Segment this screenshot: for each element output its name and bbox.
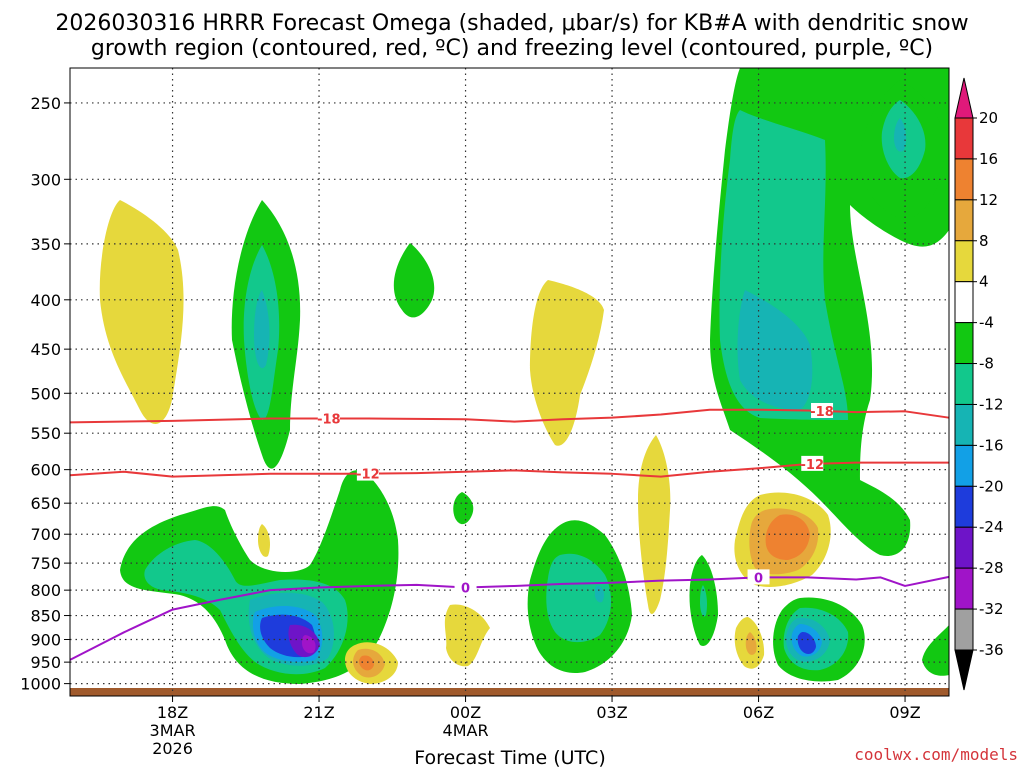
x-tick-label: 21Z xyxy=(303,703,334,722)
y-tick-label: 250 xyxy=(30,94,61,113)
colorbar-bin xyxy=(954,322,974,365)
omega-shading xyxy=(99,68,949,684)
omega-region-positive xyxy=(745,632,757,655)
colorbar-bottom-triangle xyxy=(954,649,974,691)
colorbar-tick-label: -36 xyxy=(979,641,1004,659)
x-axis-label: Forecast Time (UTC) xyxy=(414,747,605,768)
omega-region-positive xyxy=(444,604,490,667)
x-tick-label: 09Z xyxy=(889,703,920,722)
colorbar-tick-label: -20 xyxy=(979,477,1004,495)
omega-region-negative xyxy=(700,585,707,617)
colorbar-tick-label: -32 xyxy=(979,600,1004,618)
y-tick-label: 900 xyxy=(30,630,61,649)
omega-region-positive xyxy=(359,655,374,671)
contour-label: -18 xyxy=(810,405,834,420)
colorbar-tick-label: 16 xyxy=(979,150,998,168)
contour-line xyxy=(69,575,950,661)
colorbar-tick-label: -8 xyxy=(979,355,994,373)
omega-region-positive xyxy=(258,524,270,557)
contour-label: -12 xyxy=(801,458,825,473)
y-tick-label: 400 xyxy=(30,291,61,310)
colorbar-tick-label: 20 xyxy=(979,109,998,127)
y-axis: 250 300 350 400 450 500 550 600 650 700 750 800 850 9… xyxy=(20,94,70,694)
omega-region-negative xyxy=(546,553,612,643)
colorbar-bin xyxy=(954,444,974,487)
contour-label-bg xyxy=(454,579,477,595)
y-tick-label: 650 xyxy=(30,494,61,513)
colorbar-tick-label: -4 xyxy=(979,314,994,332)
contour-label: 0 xyxy=(461,582,470,597)
omega-region-positive xyxy=(765,514,810,560)
chart-title-line2: growth region (contoured, red, ºC) and f… xyxy=(91,36,933,61)
omega-region-negative xyxy=(453,492,474,525)
ground-surface-strip xyxy=(70,688,949,696)
colorbar-bin xyxy=(954,363,974,405)
colorbar-bin xyxy=(954,526,974,569)
colorbar-bin xyxy=(954,485,974,528)
omega-region-positive xyxy=(530,280,604,446)
x-tick-year: 2026 xyxy=(152,739,193,758)
colorbar-bin xyxy=(954,199,974,242)
colorbar-tick-label: -28 xyxy=(979,559,1004,577)
contour-label-bg xyxy=(747,569,770,585)
y-tick-label: 600 xyxy=(30,461,61,480)
colorbar: 20 16 12 8 4 -4 -8 -12 -16 -20 -24 -28 -32 -36 xyxy=(954,77,1004,691)
chart-title-line1: 2026030316 HRRR Forecast Omega (shaded, … xyxy=(55,11,968,36)
contour-label-bg xyxy=(356,465,379,481)
site-credit: coolwx.com/models xyxy=(854,745,1018,764)
y-tick-label: 550 xyxy=(30,424,61,443)
y-tick-label: 500 xyxy=(30,384,61,403)
gridlines xyxy=(70,68,949,696)
contour-label: -18 xyxy=(317,412,341,427)
contour-line xyxy=(69,408,950,424)
colorbar-bin xyxy=(954,403,974,446)
omega-region-positive xyxy=(99,200,184,424)
y-tick-label: 1000 xyxy=(20,675,61,694)
x-tick-label: 06Z xyxy=(743,703,774,722)
y-tick-label: 850 xyxy=(30,607,61,626)
y-tick-label: 950 xyxy=(30,653,61,672)
x-tick-label: 00Z xyxy=(450,703,481,722)
omega-region-negative xyxy=(894,118,907,152)
y-tick-label: 750 xyxy=(30,554,61,573)
y-tick-label: 300 xyxy=(30,170,61,189)
contour-label-bg xyxy=(811,402,834,418)
y-tick-label: 450 xyxy=(30,340,61,359)
x-tick-label: 03Z xyxy=(596,703,627,722)
y-tick-label: 350 xyxy=(30,235,61,254)
colorbar-tick-label: -24 xyxy=(979,518,1004,536)
colorbar-tick-label: 12 xyxy=(979,191,998,209)
omega-region-negative xyxy=(393,243,435,318)
x-tick-label: 18Z xyxy=(157,703,188,722)
colorbar-bin xyxy=(954,567,974,610)
y-tick-label: 700 xyxy=(30,525,61,544)
contour-label-bg xyxy=(317,410,340,426)
temperature-contours: -18 -18 -12 -12 0 0 xyxy=(69,402,950,661)
contour-label: -12 xyxy=(356,468,380,483)
colorbar-tick-label: -12 xyxy=(979,395,1004,413)
omega-region-negative xyxy=(737,290,813,410)
x-tick-date: 4MAR xyxy=(443,721,489,740)
omega-region-negative xyxy=(797,632,816,655)
colorbar-tick-label: -16 xyxy=(979,436,1004,454)
colorbar-tick-label: 8 xyxy=(979,232,989,250)
omega-region-negative xyxy=(922,625,949,676)
colorbar-bin xyxy=(954,240,974,283)
plot-frame xyxy=(69,67,950,697)
contour-label-bg xyxy=(801,455,824,471)
colorbar-bin xyxy=(954,608,974,651)
colorbar-tick-label: 4 xyxy=(979,273,989,291)
contour-label: 0 xyxy=(754,571,763,586)
colorbar-top-triangle xyxy=(954,77,974,119)
colorbar-bin xyxy=(954,158,974,201)
colorbar-bin xyxy=(954,117,974,160)
contour-line xyxy=(69,461,949,478)
y-tick-label: 800 xyxy=(30,581,61,600)
colorbar-bin xyxy=(954,281,974,324)
omega-region-negative xyxy=(594,585,605,603)
x-tick-date: 3MAR xyxy=(150,721,196,740)
omega-region-positive xyxy=(638,435,671,615)
